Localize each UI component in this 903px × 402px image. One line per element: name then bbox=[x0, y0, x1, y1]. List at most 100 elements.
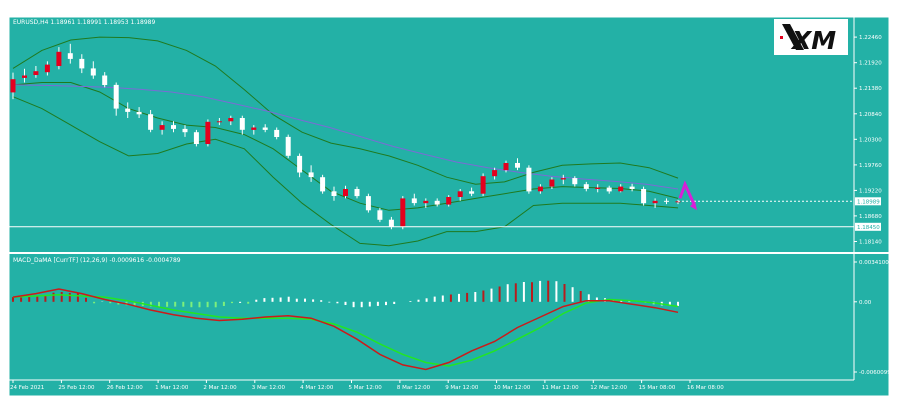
candle-bear bbox=[148, 114, 154, 130]
candle-bear bbox=[606, 187, 612, 192]
candle-bear bbox=[320, 177, 326, 192]
current-price-box bbox=[855, 197, 881, 206]
price-axis-label: 1.19220 bbox=[859, 188, 882, 194]
candle-bear bbox=[526, 167, 532, 192]
candle-bull bbox=[251, 127, 257, 130]
time-axis-label: 4 Mar 12:00 bbox=[300, 385, 334, 391]
macd-axis-label: -0.0060099 bbox=[859, 370, 891, 376]
candle-bear bbox=[434, 200, 440, 205]
candle-bull bbox=[446, 197, 452, 205]
xm-logo: XM bbox=[774, 19, 848, 55]
time-axis-label: 2 Mar 12:00 bbox=[203, 385, 237, 391]
price-axis-label: 1.20840 bbox=[859, 112, 882, 118]
macd-axis-label: 0.00 bbox=[859, 300, 872, 306]
candle-bull bbox=[343, 189, 348, 197]
candle-bull bbox=[10, 79, 16, 93]
time-axis-label: 25 Feb 12:00 bbox=[58, 385, 95, 391]
candle-bear bbox=[239, 118, 245, 130]
candle-bull bbox=[503, 163, 509, 171]
current-price-label: 1.18989 bbox=[857, 199, 880, 205]
moving-average-line bbox=[12, 84, 679, 190]
candle-bear bbox=[297, 155, 303, 173]
candle-bear bbox=[90, 68, 96, 76]
price-axis-label: 1.22460 bbox=[859, 35, 882, 41]
macd-pane[interactable]: MACD_DaMA [CurrTF] (12,26,9) -0.0009616 … bbox=[12, 257, 679, 371]
candle-bull bbox=[560, 178, 566, 180]
candle-bull bbox=[205, 121, 211, 144]
price-axis-label: 1.20300 bbox=[859, 137, 882, 143]
symbol-header: EURUSD,H4 1.18961 1.18991 1.18953 1.1898… bbox=[13, 19, 155, 26]
candle-bull bbox=[159, 125, 165, 130]
candle-bull bbox=[537, 186, 543, 192]
candle-bear bbox=[182, 128, 188, 133]
candle-bull bbox=[216, 121, 222, 123]
macd-main-line bbox=[12, 288, 679, 371]
price-pane[interactable]: EURUSD,H4 1.18961 1.18991 1.18953 1.1898… bbox=[9, 19, 854, 247]
price-axis-label: 1.19760 bbox=[859, 163, 882, 169]
candle-bear bbox=[113, 84, 119, 109]
candle-bear bbox=[274, 129, 280, 137]
candle-bear bbox=[331, 191, 337, 196]
time-axis-label: 3 Mar 12:00 bbox=[252, 385, 286, 391]
candle-bear bbox=[171, 125, 176, 129]
candle-bear bbox=[572, 178, 578, 185]
candle-bull bbox=[595, 187, 601, 189]
time-axis-label: 26 Feb 12:00 bbox=[107, 385, 144, 391]
candle-bull bbox=[549, 179, 555, 187]
candle-bear bbox=[67, 53, 73, 59]
price-axis-label: 1.21380 bbox=[859, 86, 882, 92]
candle-bear bbox=[125, 108, 131, 112]
candle-bear bbox=[411, 198, 417, 204]
time-axis-label: 8 Mar 12:00 bbox=[397, 385, 431, 391]
time-axis-label: 5 Mar 12:00 bbox=[349, 385, 383, 391]
candle-bear bbox=[136, 111, 142, 115]
candle-bull bbox=[618, 186, 624, 192]
ref-price-box bbox=[855, 222, 881, 231]
xm-logo-text: XM bbox=[790, 26, 836, 55]
candle-bear bbox=[469, 191, 475, 194]
candle-bull bbox=[423, 200, 429, 204]
price-axis-label: 1.18680 bbox=[859, 214, 882, 220]
signal-arrow bbox=[678, 180, 697, 211]
candle-bear bbox=[641, 189, 647, 204]
candle-bear bbox=[365, 196, 371, 211]
candle-bear bbox=[285, 136, 291, 156]
price-axis-label: 1.18140 bbox=[859, 240, 882, 246]
candle-bull bbox=[33, 71, 39, 75]
candle-bull bbox=[652, 200, 658, 204]
candle-bear bbox=[377, 210, 383, 220]
bollinger-lower-line bbox=[12, 96, 679, 247]
macd-signal-line bbox=[12, 294, 679, 367]
xm-logo-mark bbox=[782, 24, 804, 50]
price-axis-label: 1.21920 bbox=[859, 61, 882, 67]
candle-bear bbox=[79, 58, 85, 69]
time-axis-label: 12 Mar 12:00 bbox=[590, 385, 627, 391]
candle-bull bbox=[400, 198, 406, 227]
candle-bull bbox=[56, 51, 62, 66]
candle-bear bbox=[629, 186, 635, 189]
time-axis-label: 1 Mar 12:00 bbox=[155, 385, 189, 391]
candle-bull bbox=[22, 75, 27, 78]
time-axis-label: 11 Mar 12:00 bbox=[542, 385, 579, 391]
candle-bull bbox=[457, 191, 463, 197]
time-axis-label: 16 Mar 08:00 bbox=[687, 385, 724, 391]
time-axis-label: 10 Mar 12:00 bbox=[494, 385, 531, 391]
candle-bear bbox=[193, 132, 199, 144]
price-axis: 1.22460 1.21920 1.21380 1.20840 1.20300 1.197… bbox=[854, 35, 882, 246]
time-axis-label: 15 Mar 08:00 bbox=[639, 385, 676, 391]
candle-bear bbox=[515, 163, 520, 168]
time-axis-label: 9 Mar 12:00 bbox=[445, 385, 479, 391]
candle-bull bbox=[480, 176, 486, 194]
time-axis-label: 24 Feb 2021 bbox=[10, 385, 44, 391]
candle-bear bbox=[583, 184, 589, 189]
candle-bear bbox=[388, 219, 394, 227]
candle-bear bbox=[262, 127, 268, 130]
xm-logo-accent bbox=[780, 36, 783, 39]
candle-bear bbox=[354, 189, 360, 197]
macd-axis: 0.0034100 0.00 -0.0060099 bbox=[854, 260, 891, 376]
ref-price-label: 1.18450 bbox=[857, 225, 880, 231]
signal-arrow-path bbox=[678, 180, 696, 205]
indicator-header: MACD_DaMA [CurrTF] (12,26,9) -0.0009616 … bbox=[13, 257, 181, 264]
candle-bull bbox=[44, 64, 50, 73]
